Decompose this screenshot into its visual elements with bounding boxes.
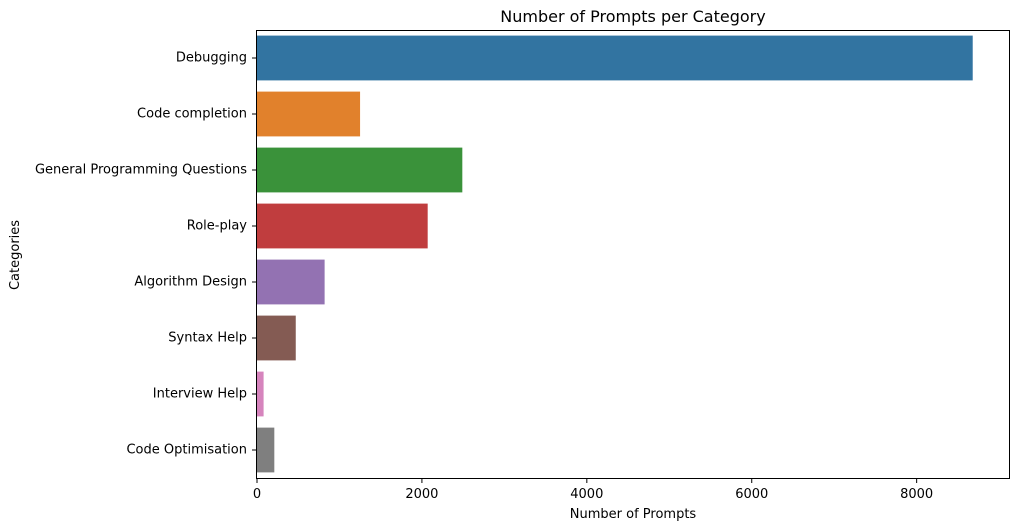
y-axis-ticks: Debugging Code completion General Programm… [35, 51, 257, 458]
bar-syntax-help [257, 315, 296, 361]
y-tick-label: General Programming Questions [35, 163, 247, 178]
x-tick-label: 4000 [570, 487, 603, 502]
bar-algorithm-design [257, 259, 325, 305]
bar-code-optimisation [257, 427, 275, 473]
x-tick-label: 6000 [735, 487, 768, 502]
bar-general-programming-questions [257, 147, 463, 193]
bars-group [257, 35, 973, 473]
y-tick-label: Syntax Help [168, 331, 247, 346]
bar-role-play [257, 203, 428, 249]
bar-interview-help [257, 371, 264, 417]
x-axis-label: Number of Prompts [570, 507, 697, 522]
bar-code-completion [257, 91, 361, 137]
y-tick-label: Code completion [137, 107, 247, 122]
y-tick-label: Algorithm Design [134, 275, 247, 290]
y-tick-label: Interview Help [153, 387, 247, 402]
bar-debugging [257, 35, 973, 81]
y-tick-label: Role-play [187, 219, 248, 234]
y-tick-label: Debugging [176, 51, 247, 66]
x-tick-label: 2000 [405, 487, 438, 502]
y-tick-label: Code Optimisation [126, 443, 247, 458]
x-axis-ticks: 0 2000 4000 6000 8000 [253, 478, 933, 502]
y-axis-label: Categories [8, 220, 23, 290]
plot-frame [256, 30, 1010, 479]
chart-title: Number of Prompts per Category [500, 7, 765, 26]
x-tick-label: 8000 [900, 487, 933, 502]
x-tick-label: 0 [253, 487, 261, 502]
